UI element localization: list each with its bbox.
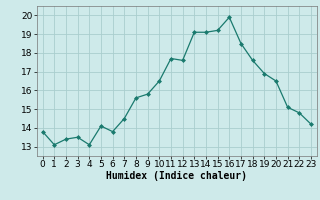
X-axis label: Humidex (Indice chaleur): Humidex (Indice chaleur) [106, 171, 247, 181]
